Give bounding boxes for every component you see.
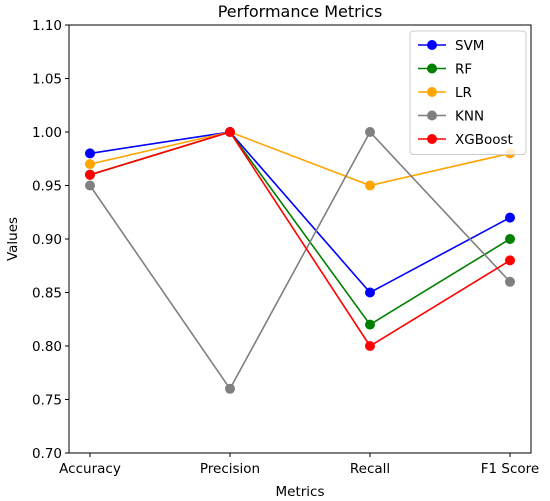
chart-title: Performance Metrics [218,2,383,21]
legend-marker-svm [427,40,437,50]
series-line-knn [89,130,511,391]
x-tick-label: Precision [200,461,260,477]
x-axis-label: Metrics [275,484,324,500]
point-xgboost [85,169,95,180]
point-knn [505,276,515,287]
series-line-rf [89,131,511,326]
x-tick-label: Recall [350,461,390,477]
legend-marker-xgboost [427,134,437,144]
y-tick-label: 1.10 [32,18,62,34]
x-tick-label: Accuracy [59,461,121,477]
y-axis-label: Values [5,217,21,261]
point-knn [365,127,375,137]
y-tick-label: 0.75 [32,393,62,409]
legend-marker-knn [427,110,437,121]
legend-label-xgboost: XGBoost [455,132,513,148]
y-tick-label: 0.90 [32,232,62,248]
legend-label-lr: LR [455,85,472,101]
legend-marker-lr [427,87,437,97]
point-xgboost [225,127,235,137]
y-tick-label: 0.95 [32,179,62,195]
series-line-svm [89,131,511,294]
legend-box [409,30,527,155]
y-tick-label: 0.70 [32,446,62,462]
y-tick-label: 1.05 [32,72,62,88]
legend-label-svm: SVM [455,38,484,54]
point-xgboost [365,341,375,351]
point-lr [365,180,375,191]
point-xgboost [505,255,515,266]
point-svm [365,287,375,298]
x-tick-label: F1 Score [481,461,539,477]
legend-label-knn: KNN [455,109,484,125]
point-knn [85,180,95,191]
point-knn [225,383,235,394]
series-line-lr [89,131,511,187]
y-tick-label: 0.80 [32,339,62,355]
point-rf [505,234,515,244]
point-svm [85,148,95,159]
legend-marker-rf [427,63,437,74]
series-line-xgboost [89,131,511,348]
point-rf [365,319,375,330]
point-svm [505,212,515,223]
y-tick-label: 1.00 [32,125,62,141]
y-tick-label: 0.85 [32,286,62,302]
point-lr [85,159,95,170]
plot-area-frame [68,24,532,454]
legend-label-rf: RF [455,62,472,78]
